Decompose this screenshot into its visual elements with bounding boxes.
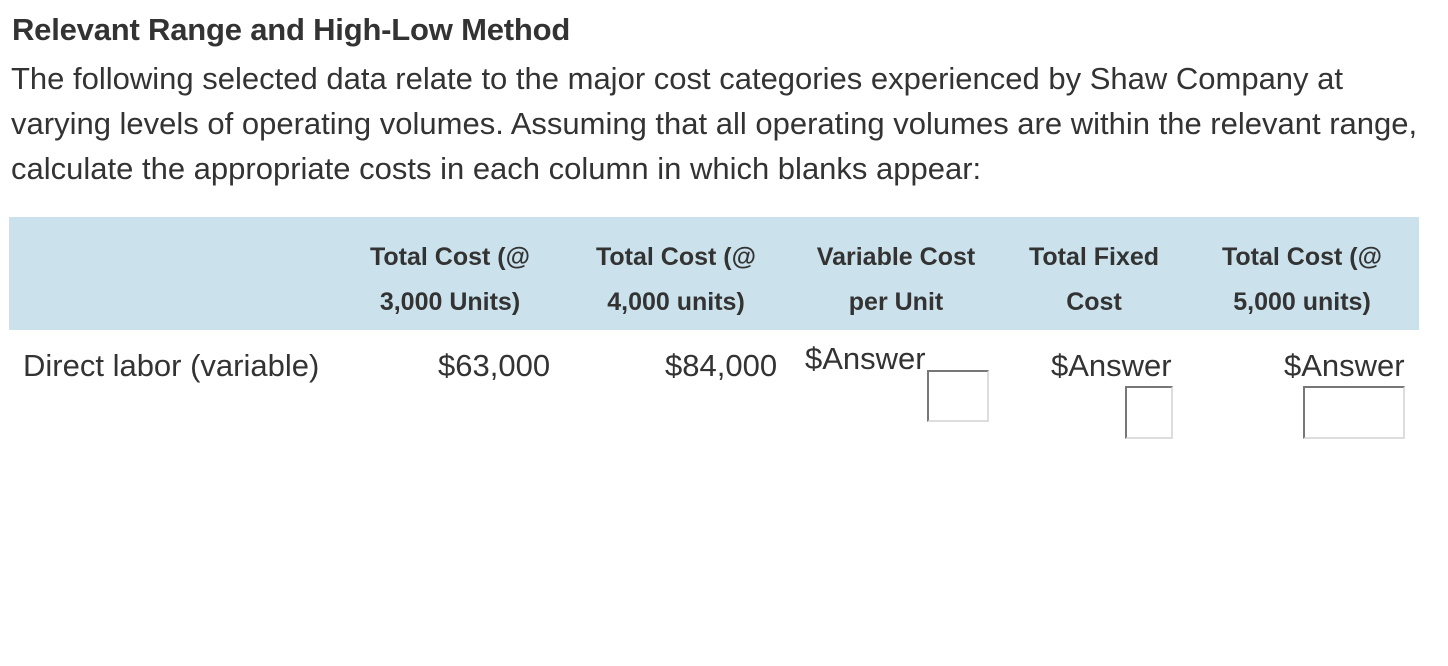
header-line: 3,000 Units)	[379, 288, 521, 316]
total-cost-5000-input[interactable]	[1303, 386, 1405, 439]
header-total-cost-5000: Total Cost (@ 5,000 units)	[1199, 235, 1405, 325]
question-title: Relevant Range and High-Low Method	[12, 12, 571, 47]
total-fixed-cost-input[interactable]	[1125, 386, 1173, 439]
cost-4000-value: $84,000	[665, 348, 778, 383]
header-line: 4,000 units)	[607, 288, 745, 316]
header-total-cost-3000: Total Cost (@ 3,000 Units)	[347, 235, 553, 325]
header-line: Total Fixed	[1028, 243, 1160, 271]
header-line: Cost	[1066, 288, 1122, 316]
table-row: Direct labor (variable) $63,000 $84,000 …	[9, 330, 1419, 450]
header-line: per Unit	[848, 288, 944, 316]
table-header-row: Total Cost (@ 3,000 Units) Total Cost (@…	[9, 217, 1419, 330]
header-total-cost-4000: Total Cost (@ 4,000 units)	[573, 235, 779, 325]
total-fixed-cost-answer-prefix: $Answer	[1051, 348, 1172, 383]
question-intro: The following selected data relate to th…	[11, 61, 1418, 186]
header-line: Total Cost (@	[595, 243, 756, 271]
cost-5000-answer-prefix: $Answer	[1284, 348, 1405, 383]
header-line: Variable Cost	[816, 243, 976, 271]
header-line: Total Cost (@	[1221, 243, 1382, 271]
cost-3000-value: $63,000	[438, 348, 551, 383]
row-label: Direct labor (variable)	[23, 348, 320, 383]
variable-cost-per-unit-input[interactable]	[927, 370, 989, 422]
cost-table: Total Cost (@ 3,000 Units) Total Cost (@…	[9, 217, 1419, 450]
variable-cost-answer-prefix: $Answer	[805, 341, 926, 376]
header-line: Total Cost (@	[369, 243, 530, 271]
header-variable-cost-per-unit: Variable Cost per Unit	[796, 235, 996, 325]
header-total-fixed-cost: Total Fixed Cost	[1004, 235, 1184, 325]
header-line: 5,000 units)	[1233, 288, 1371, 316]
